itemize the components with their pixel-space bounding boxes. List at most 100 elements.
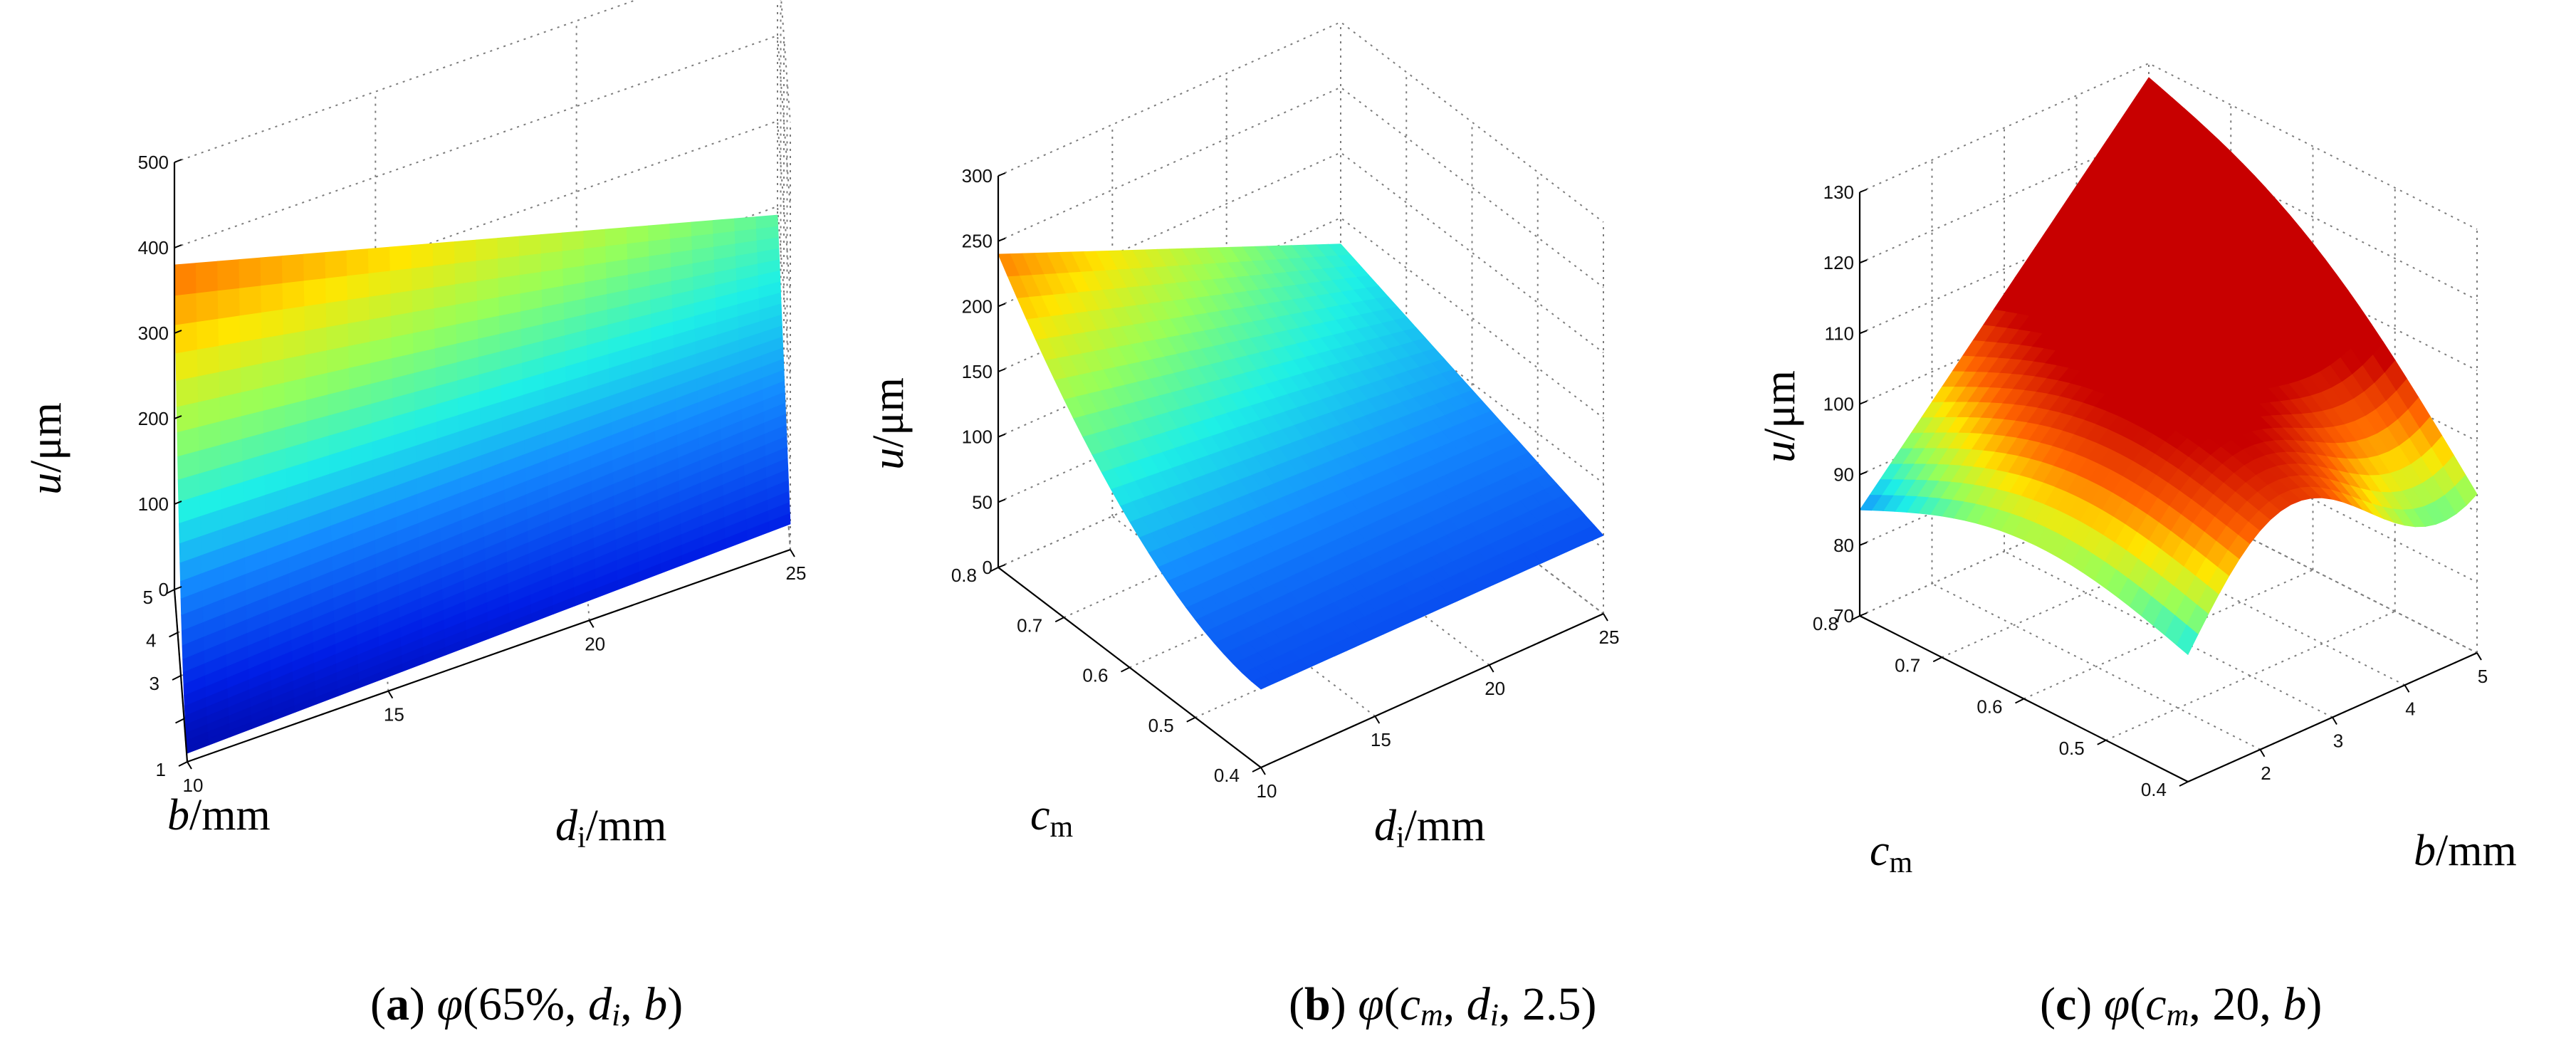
surface-patch xyxy=(239,285,262,316)
surface-patch xyxy=(411,265,434,291)
y-axis-label: b/mm xyxy=(167,791,271,839)
z-tick-mark xyxy=(998,368,1006,372)
z-tick-label: 300 xyxy=(962,165,993,187)
surface-patch xyxy=(604,227,628,246)
y-tick-label: 0.4 xyxy=(2141,779,2167,800)
z-tick-mark xyxy=(1859,541,1868,546)
x-tick-mark xyxy=(2259,749,2266,758)
surface-patch xyxy=(367,246,391,273)
surface-patch xyxy=(648,238,671,256)
y-tick-mark xyxy=(1932,656,1942,663)
y-tick-label: 0.8 xyxy=(951,565,977,586)
x-tick-label: 15 xyxy=(1371,729,1391,750)
surface-patch xyxy=(497,236,520,259)
surface-patch xyxy=(584,261,607,283)
surface-patch xyxy=(369,315,392,342)
z-tick-label: 300 xyxy=(138,323,169,344)
axes: 10 15 20 25 0.4 0.5 0.6 0.7 0.8 0 50 100 150 200 250 30… xyxy=(951,165,1620,802)
surface-patch xyxy=(197,345,220,377)
z-tick-mark xyxy=(1859,259,1868,264)
gridline xyxy=(1932,582,2261,750)
caption-paren: ( xyxy=(2040,978,2056,1030)
surface-patch xyxy=(305,350,328,378)
surface-patch xyxy=(325,275,348,303)
surface-patch xyxy=(261,334,285,364)
x-tick-label: 20 xyxy=(585,633,605,654)
surface-patch xyxy=(455,300,478,325)
surface-patch xyxy=(519,253,542,276)
caption-paren: ( xyxy=(370,978,386,1030)
y-axis-label-var: b xyxy=(167,791,189,839)
z-axis-label: u/μm xyxy=(864,377,913,470)
surface-patch xyxy=(691,233,714,251)
x-axis-label-var: b xyxy=(2414,827,2436,875)
z-tick-mark xyxy=(1859,330,1868,335)
surface-patch xyxy=(283,305,305,335)
z-axis-label: u/μm xyxy=(1756,370,1804,463)
surface-patch xyxy=(389,268,413,294)
x-tick-mark xyxy=(187,761,192,770)
surface-patch xyxy=(476,258,499,281)
caption-arg: d xyxy=(588,978,612,1030)
x-tick-label: 10 xyxy=(1257,780,1277,802)
z-axis-label-unit: /μm xyxy=(22,402,70,473)
caption-paren: ( xyxy=(1289,978,1304,1030)
surface-patch xyxy=(175,349,199,381)
y-axis-label: cm xyxy=(1870,827,1913,879)
y-tick-mark xyxy=(1252,767,1262,772)
z-axis-label-unit: /μm xyxy=(1756,370,1804,441)
z-tick-label: 0 xyxy=(983,557,993,578)
z-tick-mark xyxy=(1859,612,1868,617)
y-axis-label-var: c xyxy=(1870,827,1890,875)
surface-patch xyxy=(2137,77,2162,104)
surface-patch xyxy=(412,308,436,333)
surface-patch xyxy=(240,362,263,393)
caption-close: ) xyxy=(2306,978,2322,1030)
caption-arg: , 2.5 xyxy=(1499,978,1581,1030)
y-tick-label: 0.6 xyxy=(1082,665,1108,686)
z-tick-label: 200 xyxy=(138,408,169,429)
caption-sep: , xyxy=(620,978,644,1030)
surface-patch xyxy=(498,274,521,298)
surface-patch xyxy=(176,375,199,407)
caption-arg: b xyxy=(644,978,667,1030)
x-axis-label-unit: /mm xyxy=(586,802,667,850)
caption-arg: , 20, xyxy=(2189,978,2283,1030)
x-axis-label-var: d xyxy=(1374,802,1397,850)
z-tick-label: 50 xyxy=(972,491,993,513)
surface-patch xyxy=(476,277,500,301)
y-tick-label: 0.6 xyxy=(1976,696,2002,718)
surface-patch xyxy=(239,257,262,288)
x-tick-mark xyxy=(387,691,394,699)
surface-patch xyxy=(347,319,371,347)
x-tick-mark xyxy=(588,619,595,628)
caption-function: φ xyxy=(1358,978,1384,1030)
z-axis-label-unit: /μm xyxy=(864,377,913,448)
axes: 2 3 4 5 0.4 0.5 0.6 0.7 0.870 80 90 100 110 120 130 xyxy=(1813,182,2488,800)
surface-patch xyxy=(583,245,607,266)
caption-close: ) xyxy=(667,978,683,1030)
surface-patch xyxy=(562,265,586,286)
caption-paren: ) xyxy=(1331,978,1358,1030)
y-axis-label-sub: m xyxy=(1050,811,1074,844)
z-tick-mark xyxy=(998,433,1006,438)
surface-patch xyxy=(454,239,477,264)
surface-patch xyxy=(390,290,414,316)
x-tick-label: 4 xyxy=(2405,698,2415,719)
x-axis-label-sub: i xyxy=(577,822,586,854)
y-tick-mark xyxy=(1121,666,1130,673)
x-tick-mark xyxy=(2404,684,2410,693)
z-tick-label: 120 xyxy=(1823,252,1854,273)
panel-caption: (c) φ(cm, 20, b) xyxy=(2040,978,2322,1032)
z-tick-label: 400 xyxy=(138,237,169,258)
x-tick-mark xyxy=(1260,767,1266,775)
surface-patch xyxy=(497,255,520,278)
surface-patch xyxy=(1327,243,1351,256)
z-axis-label: u/μm xyxy=(22,402,70,495)
surface-patch xyxy=(669,235,693,253)
caption-paren: ) xyxy=(2076,978,2103,1030)
z-tick-label: 70 xyxy=(1833,605,1854,627)
surface-patch xyxy=(518,234,542,256)
surface-patch xyxy=(562,231,585,251)
